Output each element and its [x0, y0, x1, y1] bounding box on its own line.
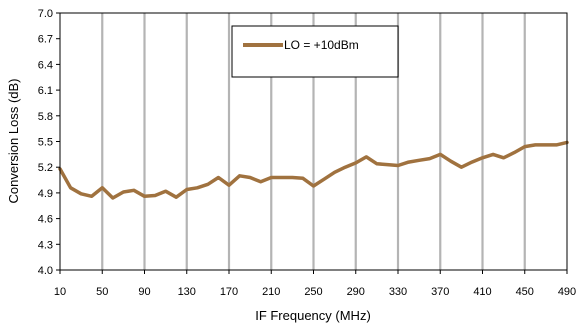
x-tick-label: 10 [54, 286, 66, 298]
y-tick-label: 5.5 [38, 137, 53, 149]
x-tick-label: 170 [220, 286, 238, 298]
x-axis-title: IF Frequency (MHz) [255, 308, 371, 323]
y-tick-label: 6.1 [38, 85, 53, 97]
y-tick-label: 5.2 [38, 162, 53, 174]
legend-box [231, 25, 399, 78]
y-tick-label: 5.8 [38, 111, 53, 123]
y-tick-label: 6.4 [38, 59, 53, 71]
x-tick-label: 370 [431, 286, 449, 298]
legend: LO = +10dBm [231, 25, 399, 78]
y-tick-label: 4.3 [38, 239, 53, 251]
x-tick-label: 250 [304, 286, 322, 298]
y-axis-ticks: 4.0 4.3 4.6 4.9 5.2 5.5 5.8 6.1 6.4 6.7 7.0 [38, 8, 60, 277]
y-tick-label: 6.7 [38, 34, 53, 46]
series-lines [58, 140, 569, 200]
x-tick-label: 410 [473, 286, 491, 298]
x-tick-label: 50 [96, 286, 108, 298]
x-tick-label: 210 [262, 286, 280, 298]
legend-label: LO = +10dBm [284, 38, 359, 52]
x-tick-label: 130 [178, 286, 196, 298]
x-axis-ticks: 10 50 90 130 170 210 250 290 330 370 410 450 490 [54, 270, 576, 298]
series-line-lo-10dbm [58, 140, 569, 200]
y-tick-label: 4.0 [38, 265, 53, 277]
x-tick-label: 490 [558, 286, 576, 298]
x-tick-label: 290 [347, 286, 365, 298]
x-tick-label: 90 [138, 286, 150, 298]
y-axis-title: Conversion Loss (dB) [6, 79, 21, 204]
y-tick-label: 4.6 [38, 214, 53, 226]
y-tick-label: 4.9 [38, 188, 53, 200]
x-tick-label: 330 [389, 286, 407, 298]
x-tick-label: 450 [516, 286, 534, 298]
y-tick-label: 7.0 [38, 8, 53, 20]
